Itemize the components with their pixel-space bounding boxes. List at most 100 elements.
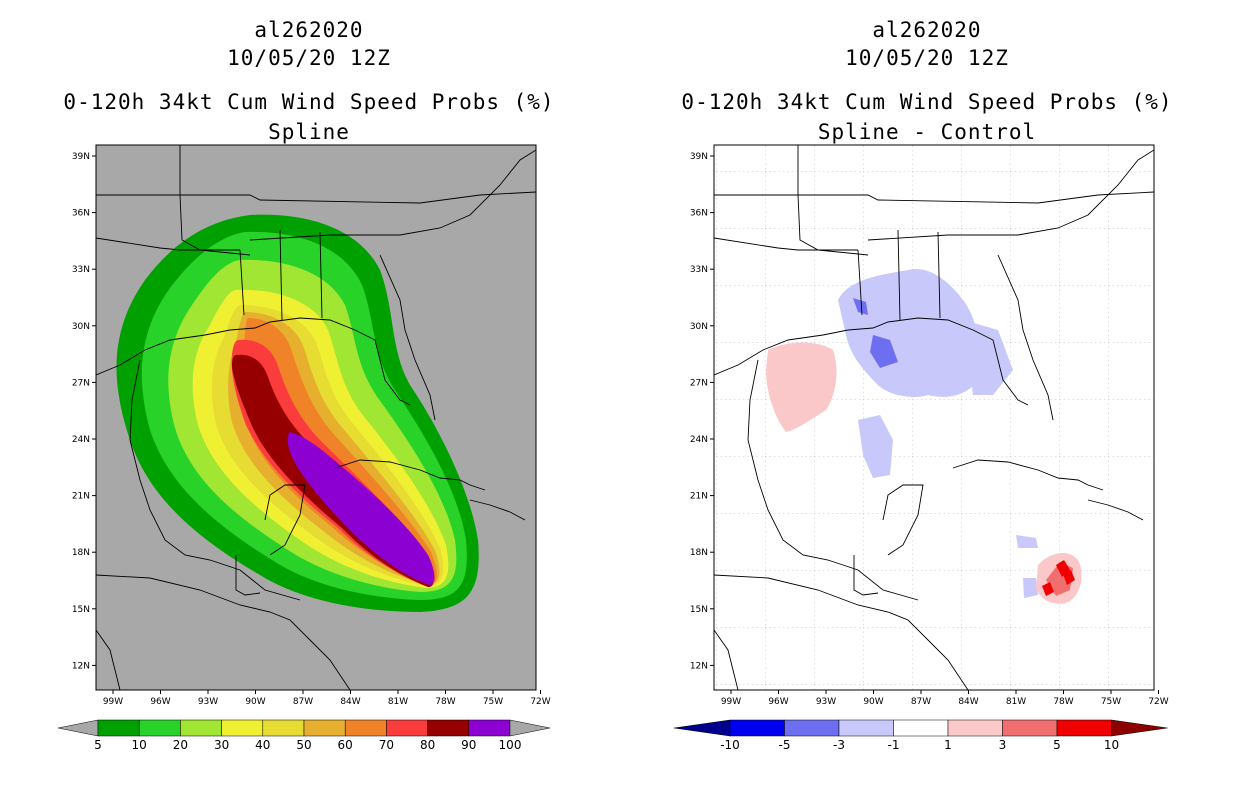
pos-area-caribbean-strong-3 xyxy=(1063,570,1075,585)
lat-label: 27N xyxy=(690,378,708,388)
colorbar-low-triangle xyxy=(673,719,731,737)
colorbar-box xyxy=(468,719,511,737)
neg-area-gulf-east xyxy=(963,320,1013,395)
colorbar-label: 5 xyxy=(1053,738,1061,752)
difference-field xyxy=(766,269,1082,604)
init-time: 10/05/20 12Z xyxy=(227,46,391,70)
lon-label: 72W xyxy=(530,697,550,707)
map-frame xyxy=(713,144,1155,691)
lon-label: 81W xyxy=(388,697,408,707)
colorbar-low-triangle xyxy=(57,719,99,737)
lon-label: 84W xyxy=(340,697,360,707)
lon-label: 75W xyxy=(483,697,503,707)
colorbar: 5 10 20 30 40 50 60 70 80 90 100 xyxy=(57,719,551,752)
lat-label: 36N xyxy=(690,209,708,219)
pos-area-caribbean-strong-2 xyxy=(1042,582,1054,596)
storm-id: al262020 xyxy=(872,18,982,42)
subtitle: Spline xyxy=(268,120,350,144)
lat-label: 12N xyxy=(690,661,708,671)
map-frame xyxy=(95,144,537,691)
lon-label: 72W xyxy=(1148,697,1168,707)
lat-label: 27N xyxy=(72,378,90,388)
neg-area-caribbean xyxy=(1016,535,1038,548)
colorbar-box xyxy=(893,719,949,737)
colorbar-label: 40 xyxy=(255,738,270,752)
lat-label: 36N xyxy=(72,209,90,219)
colorbar-box xyxy=(180,719,222,737)
axis-labels: 39N 36N 33N 30N 27N 24N 21N 18N 15N 12N 99W 96W 93W 9… xyxy=(690,152,1169,707)
lat-label: 21N xyxy=(690,492,708,502)
colorbar-label: -1 xyxy=(888,738,900,752)
colorbar-box xyxy=(221,719,264,737)
colorbar-label: 70 xyxy=(379,738,394,752)
lat-label: 24N xyxy=(690,435,708,445)
colorbar-label: 30 xyxy=(214,738,229,752)
colorbar-label: 100 xyxy=(499,738,522,752)
lat-label: 18N xyxy=(690,548,708,558)
colorbar-box xyxy=(947,719,1003,737)
product-title: 0-120h 34kt Cum Wind Speed Probs (%) xyxy=(681,90,1173,114)
axis-labels: 39N 36N 33N 30N 27N 24N 21N 18N 15N 12N 99W 96W 93W 9… xyxy=(72,152,551,707)
lat-label: 30N xyxy=(690,322,708,332)
colorbar-label: -10 xyxy=(720,738,740,752)
colorbar-label: 90 xyxy=(461,738,476,752)
colorbar-label: 20 xyxy=(173,738,188,752)
subtitle: Spline - Control xyxy=(817,120,1037,144)
colorbar-label: 5 xyxy=(94,738,102,752)
colorbar-box xyxy=(427,719,470,737)
neg-area-gulf-north xyxy=(838,269,980,397)
colorbar-label: 80 xyxy=(420,738,435,752)
colorbar-box xyxy=(838,719,894,737)
lat-label: 21N xyxy=(72,492,90,502)
colorbar: -10 -5 -3 -1 1 3 5 10 xyxy=(673,719,1168,752)
right-panel: al262020 10/05/20 12Z 0-120h 34kt Cum Wi… xyxy=(618,0,1236,800)
colorbar-box xyxy=(138,719,181,737)
lat-label: 15N xyxy=(72,605,90,615)
neg-area-strong-2 xyxy=(870,335,898,368)
colorbar-high-triangle xyxy=(1111,719,1168,737)
lon-label: 93W xyxy=(198,697,218,707)
lon-label: 75W xyxy=(1101,697,1121,707)
colorbar-label: 60 xyxy=(338,738,353,752)
lat-label: 33N xyxy=(72,265,90,275)
lon-label: 96W xyxy=(768,697,788,707)
colorbar-box xyxy=(1056,719,1112,737)
colorbar-label: 10 xyxy=(132,738,147,752)
init-time: 10/05/20 12Z xyxy=(845,46,1009,70)
lat-label: 39N xyxy=(72,152,90,162)
probability-field xyxy=(116,214,479,612)
product-title: 0-120h 34kt Cum Wind Speed Probs (%) xyxy=(63,90,555,114)
band-90 xyxy=(287,432,435,585)
neg-area-strong-1 xyxy=(853,298,868,315)
coastlines xyxy=(714,145,1154,690)
lat-label: 12N xyxy=(72,661,90,671)
lon-label: 87W xyxy=(911,697,931,707)
colorbar-label: 1 xyxy=(944,738,952,752)
lon-label: 78W xyxy=(435,697,455,707)
lat-label: 18N xyxy=(72,548,90,558)
colorbar-high-triangle xyxy=(509,719,551,737)
lat-label: 30N xyxy=(72,322,90,332)
colorbar-label: 50 xyxy=(296,738,311,752)
lon-label: 90W xyxy=(245,697,265,707)
lat-label: 33N xyxy=(690,265,708,275)
colorbar-box xyxy=(729,719,785,737)
colorbar-box xyxy=(97,719,140,737)
colorbar-box xyxy=(784,719,840,737)
lon-label: 78W xyxy=(1053,697,1073,707)
lon-label: 90W xyxy=(863,697,883,707)
colorbar-box xyxy=(386,719,428,737)
lon-label: 84W xyxy=(958,697,978,707)
colorbar-label: -5 xyxy=(779,738,791,752)
coastlines xyxy=(96,145,536,690)
lat-label: 15N xyxy=(690,605,708,615)
colorbar-box xyxy=(303,719,346,737)
lon-label: 87W xyxy=(293,697,313,707)
colorbar-box xyxy=(1002,719,1058,737)
lon-label: 81W xyxy=(1006,697,1026,707)
colorbar-label: -3 xyxy=(833,738,845,752)
lat-label: 39N xyxy=(690,152,708,162)
colorbar-box xyxy=(344,719,387,737)
left-panel: al262020 10/05/20 12Z 0-120h 34kt Cum Wi… xyxy=(57,18,555,752)
colorbar-box xyxy=(262,719,305,737)
